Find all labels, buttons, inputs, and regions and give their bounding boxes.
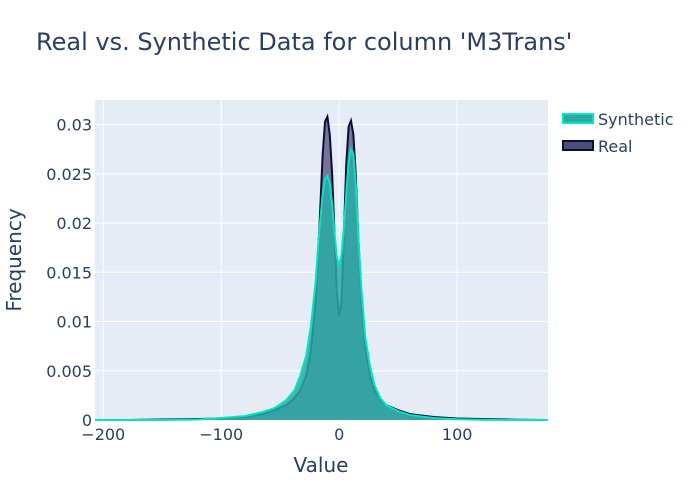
y-tick-label: 0.015 (46, 263, 92, 282)
legend-label-synthetic: Synthetic (598, 110, 674, 129)
x-axis-ticks: −200 −100 0 100 (81, 425, 472, 444)
x-tick-label: 100 (442, 425, 473, 444)
y-tick-label: 0 (82, 411, 92, 430)
y-tick-label: 0.02 (56, 214, 92, 233)
x-tick-label: −200 (81, 425, 125, 444)
y-tick-label: 0.025 (46, 165, 92, 184)
series-areas (95, 113, 549, 421)
legend-label-real: Real (598, 137, 633, 156)
y-tick-label: 0.005 (46, 362, 92, 381)
x-axis-title: Value (294, 453, 349, 477)
legend: Synthetic Real (562, 110, 674, 156)
y-tick-label: 0.03 (56, 116, 92, 135)
y-axis-ticks: 0 0.005 0.01 0.015 0.02 0.025 0.03 (46, 116, 92, 430)
legend-swatch-real (562, 140, 594, 151)
legend-swatch-synthetic (562, 113, 594, 124)
area-synthetic (95, 149, 548, 421)
line-synthetic (95, 146, 548, 421)
y-tick-label: 0.01 (56, 313, 92, 332)
x-tick-label: −100 (199, 425, 243, 444)
y-axis-title: Frequency (2, 208, 26, 311)
x-tick-label: 0 (334, 425, 344, 444)
chart-title: Real vs. Synthetic Data for column 'M3Tr… (36, 28, 572, 56)
